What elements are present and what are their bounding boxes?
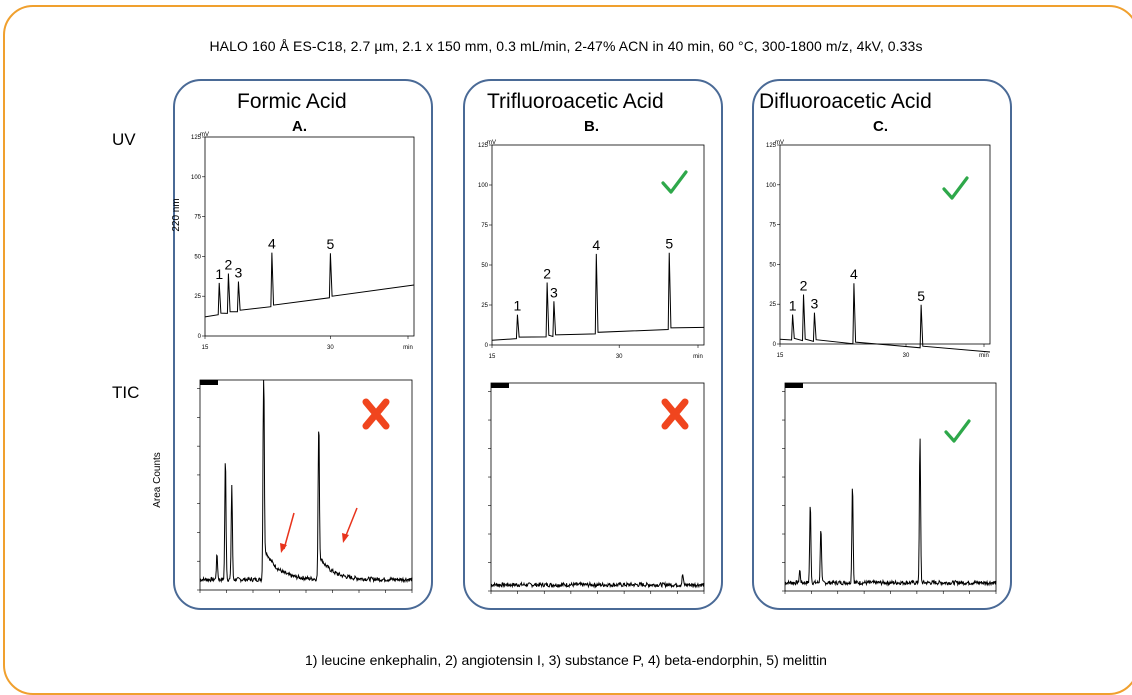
y-unit-label: mV (775, 140, 784, 146)
tic-row-label: TIC (112, 383, 140, 402)
y-tick-label: 25 (194, 294, 201, 300)
peak-label: 4 (268, 236, 276, 252)
arrow-icon (342, 507, 358, 543)
y-tick-label: 125 (478, 143, 489, 149)
uv-chart-formic: 0 25 50 75 100 125 mV 15 30 min 123 4 5 (191, 132, 415, 351)
tic-chart-tfa (488, 382, 705, 594)
panel-title-tfa: Trifluoroacetic Acid (487, 90, 664, 113)
y-tick-label: 0 (773, 342, 777, 348)
y-tick-label: 50 (194, 254, 201, 260)
uv-trace (779, 283, 991, 353)
y-unit-label: mV (200, 132, 209, 138)
peak-label: 3 (550, 284, 558, 300)
panel-letter-a: A. (292, 118, 307, 135)
peak-label: 3 (235, 265, 243, 281)
x-tick-label: 30 (903, 353, 910, 359)
check-icon (944, 419, 971, 443)
panel-formic (173, 79, 433, 610)
peak-label: 1 (789, 298, 797, 314)
y-tick-label: 75 (481, 223, 488, 229)
plot-frame (204, 136, 415, 337)
panel-dfa (752, 79, 1012, 610)
tic-chart-dfa (782, 382, 997, 594)
tic-trace (490, 574, 705, 589)
uv-chart-tfa: 0 25 50 75 100 125 mV 15 30 min 1 2 3 4 5 (478, 140, 705, 360)
y-tick-label: 75 (769, 223, 776, 229)
peak-label: 2 (543, 265, 551, 281)
y-tick-label: 125 (191, 135, 202, 141)
scale-marker (491, 383, 509, 388)
panel-tfa (463, 79, 723, 610)
y-tick-label: 100 (191, 175, 202, 181)
y-tick-label: 25 (769, 302, 776, 308)
peak-label: 1 (514, 298, 522, 314)
uv-trace (491, 252, 705, 341)
plot-frame (779, 144, 991, 345)
conditions-header: HALO 160 Å ES-C18, 2.7 µm, 2.1 x 150 mm,… (209, 38, 923, 54)
x-tick-label: 15 (489, 354, 496, 360)
tic-trace (784, 438, 997, 587)
cross-icon (362, 398, 390, 430)
uv-row-label: UV (112, 130, 136, 149)
check-icon (942, 176, 969, 200)
tic-trace (199, 379, 413, 584)
x-tick-label: 30 (616, 354, 623, 360)
peak-label: 5 (665, 236, 673, 252)
x-tick-label: 15 (202, 345, 209, 351)
y-unit-label: mV (487, 140, 496, 146)
y-tick-label: 100 (766, 183, 777, 189)
x-tick-label: 30 (327, 345, 334, 351)
y-tick-label: 75 (194, 215, 201, 221)
x-tick-label: min (693, 354, 703, 360)
peak-label: 1 (215, 266, 223, 282)
tic-y-axis-label: Area Counts (152, 452, 163, 508)
peak-label: 2 (225, 257, 233, 273)
y-tick-label: 100 (478, 183, 489, 189)
y-tick-label: 125 (766, 143, 777, 149)
peak-label: 4 (850, 266, 858, 282)
y-tick-label: 50 (769, 262, 776, 268)
x-tick-label: min (403, 345, 413, 351)
panel-letter-c: C. (873, 118, 888, 135)
cross-icon (661, 398, 689, 430)
plot-frame (491, 144, 705, 346)
panel-title-dfa: Difluoroacetic Acid (759, 90, 932, 113)
arrow-icon (280, 512, 295, 553)
plot-frame (784, 382, 997, 592)
tic-chart-formic (197, 379, 413, 593)
x-tick-label: 15 (777, 353, 784, 359)
check-icon (661, 170, 688, 194)
peak-label: 5 (917, 288, 925, 304)
peak-label: 2 (800, 277, 808, 293)
panel-letter-b: B. (584, 118, 599, 135)
y-tick-label: 0 (198, 334, 202, 340)
uv-chart-dfa: 0 25 50 75 100 125 mV 15 30 min 123 4 5 (766, 140, 991, 359)
y-tick-label: 0 (485, 343, 489, 349)
peak-label: 5 (327, 236, 335, 252)
peak-label: 4 (592, 237, 600, 253)
peak-label: 3 (811, 296, 819, 312)
panel-title-formic: Formic Acid (237, 90, 347, 113)
scale-marker (200, 380, 218, 385)
y-tick-label: 50 (481, 263, 488, 269)
uv-trace (204, 252, 415, 318)
scale-marker (785, 383, 803, 388)
y-tick-label: 25 (481, 303, 488, 309)
x-tick-label: min (979, 353, 989, 359)
uv-y-axis-label: 220 nm (171, 198, 182, 231)
peak-legend: 1) leucine enkephalin, 2) angiotensin I,… (305, 652, 827, 668)
